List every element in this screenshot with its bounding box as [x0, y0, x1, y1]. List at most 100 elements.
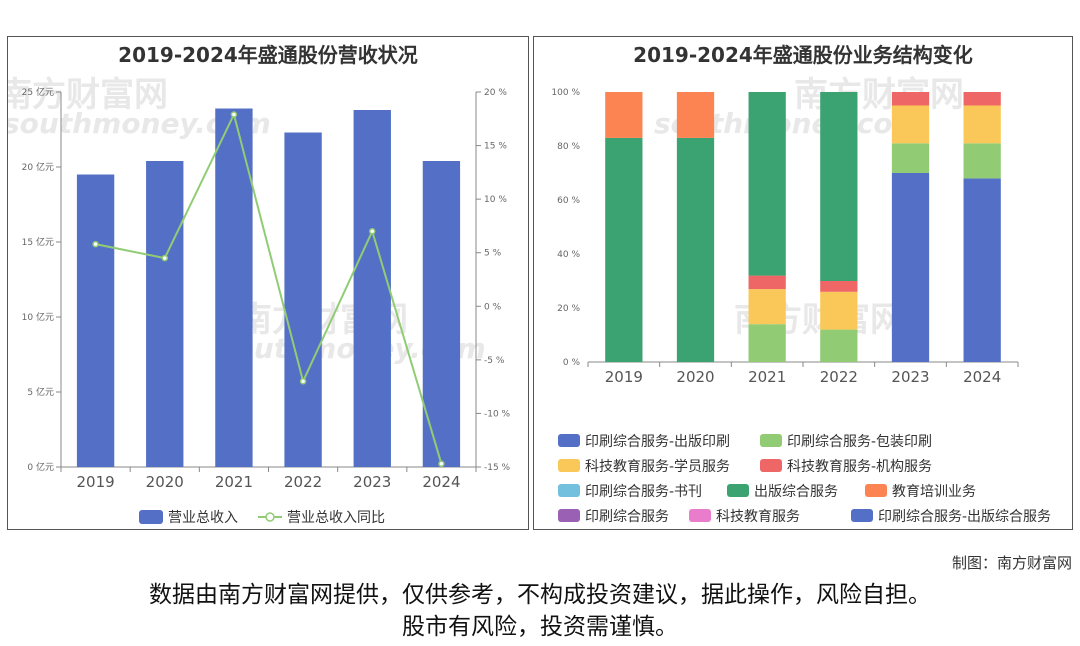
legend-swatch — [851, 509, 873, 522]
chart-credit: 制图：南方财富网 — [951, 554, 1072, 572]
x-tick-label: 2020 — [676, 368, 714, 386]
legend-item[interactable]: 印刷综合服务-包装印刷 — [760, 434, 932, 450]
y-tick-label: 20 % — [557, 304, 580, 314]
stacked-bar-segment — [891, 105, 930, 144]
y-tick-label: 20 亿元 — [22, 161, 54, 173]
stacked-bar-segment — [891, 143, 930, 173]
revenue-bar — [76, 174, 115, 467]
stacked-bar-segment — [748, 289, 786, 325]
revenue-bar — [215, 108, 253, 467]
legend-item[interactable]: 印刷综合服务 — [558, 509, 669, 525]
stacked-bar-segment — [820, 281, 858, 292]
x-tick-label: 2023 — [353, 473, 391, 491]
revenue-chart: 0 亿元 5 亿元 10 亿元 15 亿元 20 亿元 25 亿元 -15 % -10 % -5… — [22, 86, 511, 526]
y2-tick-label: 5 % — [484, 249, 502, 259]
y2-tick-label: -15 % — [484, 463, 511, 473]
legend-label: 印刷综合服务-包装印刷 — [787, 434, 932, 450]
legend-item[interactable]: 教育培训业务 — [865, 484, 976, 500]
y2-tick-label: 15 % — [484, 142, 507, 152]
yoy-growth-point — [92, 240, 99, 248]
legend-item[interactable]: 科技教育服务-机构服务 — [760, 459, 932, 475]
stacked-bar-segment — [748, 324, 786, 362]
business-structure-chart: 0 % 20 % 40 % 60 % 80 % 100 % 2019 2020 2021 2022… — [551, 88, 1051, 525]
stacked-bar-segment — [963, 143, 1001, 179]
legend-item[interactable]: 印刷综合服务-出版印刷 — [558, 434, 730, 450]
legend-item[interactable]: 印刷综合服务-书刊 — [558, 484, 702, 500]
legend-swatch — [558, 434, 580, 447]
y2-tick-label: -5 % — [484, 356, 505, 366]
y-tick-label: 40 % — [557, 250, 580, 260]
y-tick-label: 5 亿元 — [27, 386, 54, 398]
legend-item[interactable]: 科技教育服务-学员服务 — [558, 459, 730, 475]
revenue-bar — [353, 110, 391, 467]
y2-tick-label: 10 % — [484, 195, 507, 205]
x-tick-label: 2023 — [891, 368, 929, 386]
stacked-bar-segment — [891, 173, 930, 362]
legend-swatch — [760, 459, 782, 472]
revenue-bar — [284, 132, 322, 467]
revenue-bar — [422, 161, 461, 467]
stacked-bar-segment — [963, 105, 1001, 144]
y-tick-label: 0 亿元 — [27, 461, 54, 473]
legend-label: 科技教育服务 — [716, 509, 800, 525]
legend-label: 科技教育服务-机构服务 — [787, 459, 932, 475]
stacked-bar-segment — [963, 92, 1001, 106]
y-tick-label: 60 % — [557, 196, 580, 206]
stacked-bar-segment — [891, 92, 930, 106]
yoy-growth-line — [95, 111, 443, 465]
business-structure-panel: 南方财富网 southmoney.com 南方财富网 2019-2024年盛通股… — [533, 36, 1073, 530]
y-tick-label: 100 % — [551, 88, 580, 98]
legend-item[interactable]: 出版综合服务 — [727, 484, 838, 500]
chart-title: 2019-2024年盛通股份营收状况 — [118, 43, 418, 67]
x-tick-label: 2019 — [605, 368, 643, 386]
legend-swatch — [865, 484, 887, 497]
stacked-bar-segment — [820, 92, 858, 281]
yoy-growth-point — [161, 254, 168, 262]
legend-swatch — [760, 434, 782, 447]
yoy-growth-point — [438, 460, 445, 468]
x-tick-label: 2024 — [963, 368, 1001, 386]
y-tick-label: 0 % — [563, 358, 581, 368]
y-tick-label: 10 亿元 — [22, 311, 54, 323]
chart-title: 2019-2024年盛通股份业务结构变化 — [633, 43, 973, 67]
legend-swatch-yoy-marker — [265, 512, 275, 522]
y-tick-label: 80 % — [557, 142, 580, 152]
legend-swatch — [558, 484, 580, 497]
stacked-bar-segment — [963, 178, 1001, 362]
stacked-bar-segment — [676, 137, 715, 362]
y2-tick-label: 20 % — [484, 88, 507, 98]
revenue-chart-panel: 南方财富网 southmoney.com 南方财富网 southmoney.co… — [7, 36, 529, 530]
legend-item[interactable]: 印刷综合服务-出版综合服务 — [851, 509, 1051, 525]
yoy-growth-point — [369, 228, 376, 235]
disclaimer-line-2: 股市有风险，投资需谨慎。 — [402, 614, 678, 640]
stacked-bar-segment — [748, 275, 786, 290]
yoy-growth-point — [299, 378, 307, 385]
stacked-bar-segment — [676, 92, 715, 138]
x-tick-label: 2022 — [820, 368, 858, 386]
legend-label: 教育培训业务 — [892, 484, 976, 500]
x-tick-label: 2021 — [748, 368, 786, 386]
legend-swatch-revenue — [139, 510, 163, 524]
legend-label: 科技教育服务-学员服务 — [585, 459, 730, 475]
x-tick-label: 2022 — [284, 473, 322, 491]
stacked-bar-segment — [820, 329, 858, 362]
stacked-bar-segment — [605, 92, 643, 138]
legend-item[interactable]: 科技教育服务 — [689, 509, 800, 525]
legend-label: 印刷综合服务-出版印刷 — [585, 434, 730, 450]
x-tick-label: 2024 — [422, 473, 460, 491]
stacked-bar-segment — [820, 291, 858, 330]
legend-label: 出版综合服务 — [754, 484, 838, 500]
legend-label: 营业总收入同比 — [287, 510, 385, 526]
stacked-bar-segment — [605, 137, 643, 362]
x-tick-label: 2019 — [76, 473, 114, 491]
y-tick-label: 25 亿元 — [22, 86, 54, 98]
revenue-bar — [146, 161, 184, 467]
legend-label: 印刷综合服务 — [585, 509, 669, 525]
legend-label: 印刷综合服务-出版综合服务 — [878, 509, 1051, 525]
y2-tick-label: 0 % — [484, 302, 502, 312]
yoy-growth-point — [230, 111, 238, 118]
legend-swatch — [689, 509, 711, 522]
legend-swatch — [558, 509, 580, 522]
legend-label: 印刷综合服务-书刊 — [585, 484, 702, 500]
y2-tick-label: -10 % — [484, 409, 511, 419]
